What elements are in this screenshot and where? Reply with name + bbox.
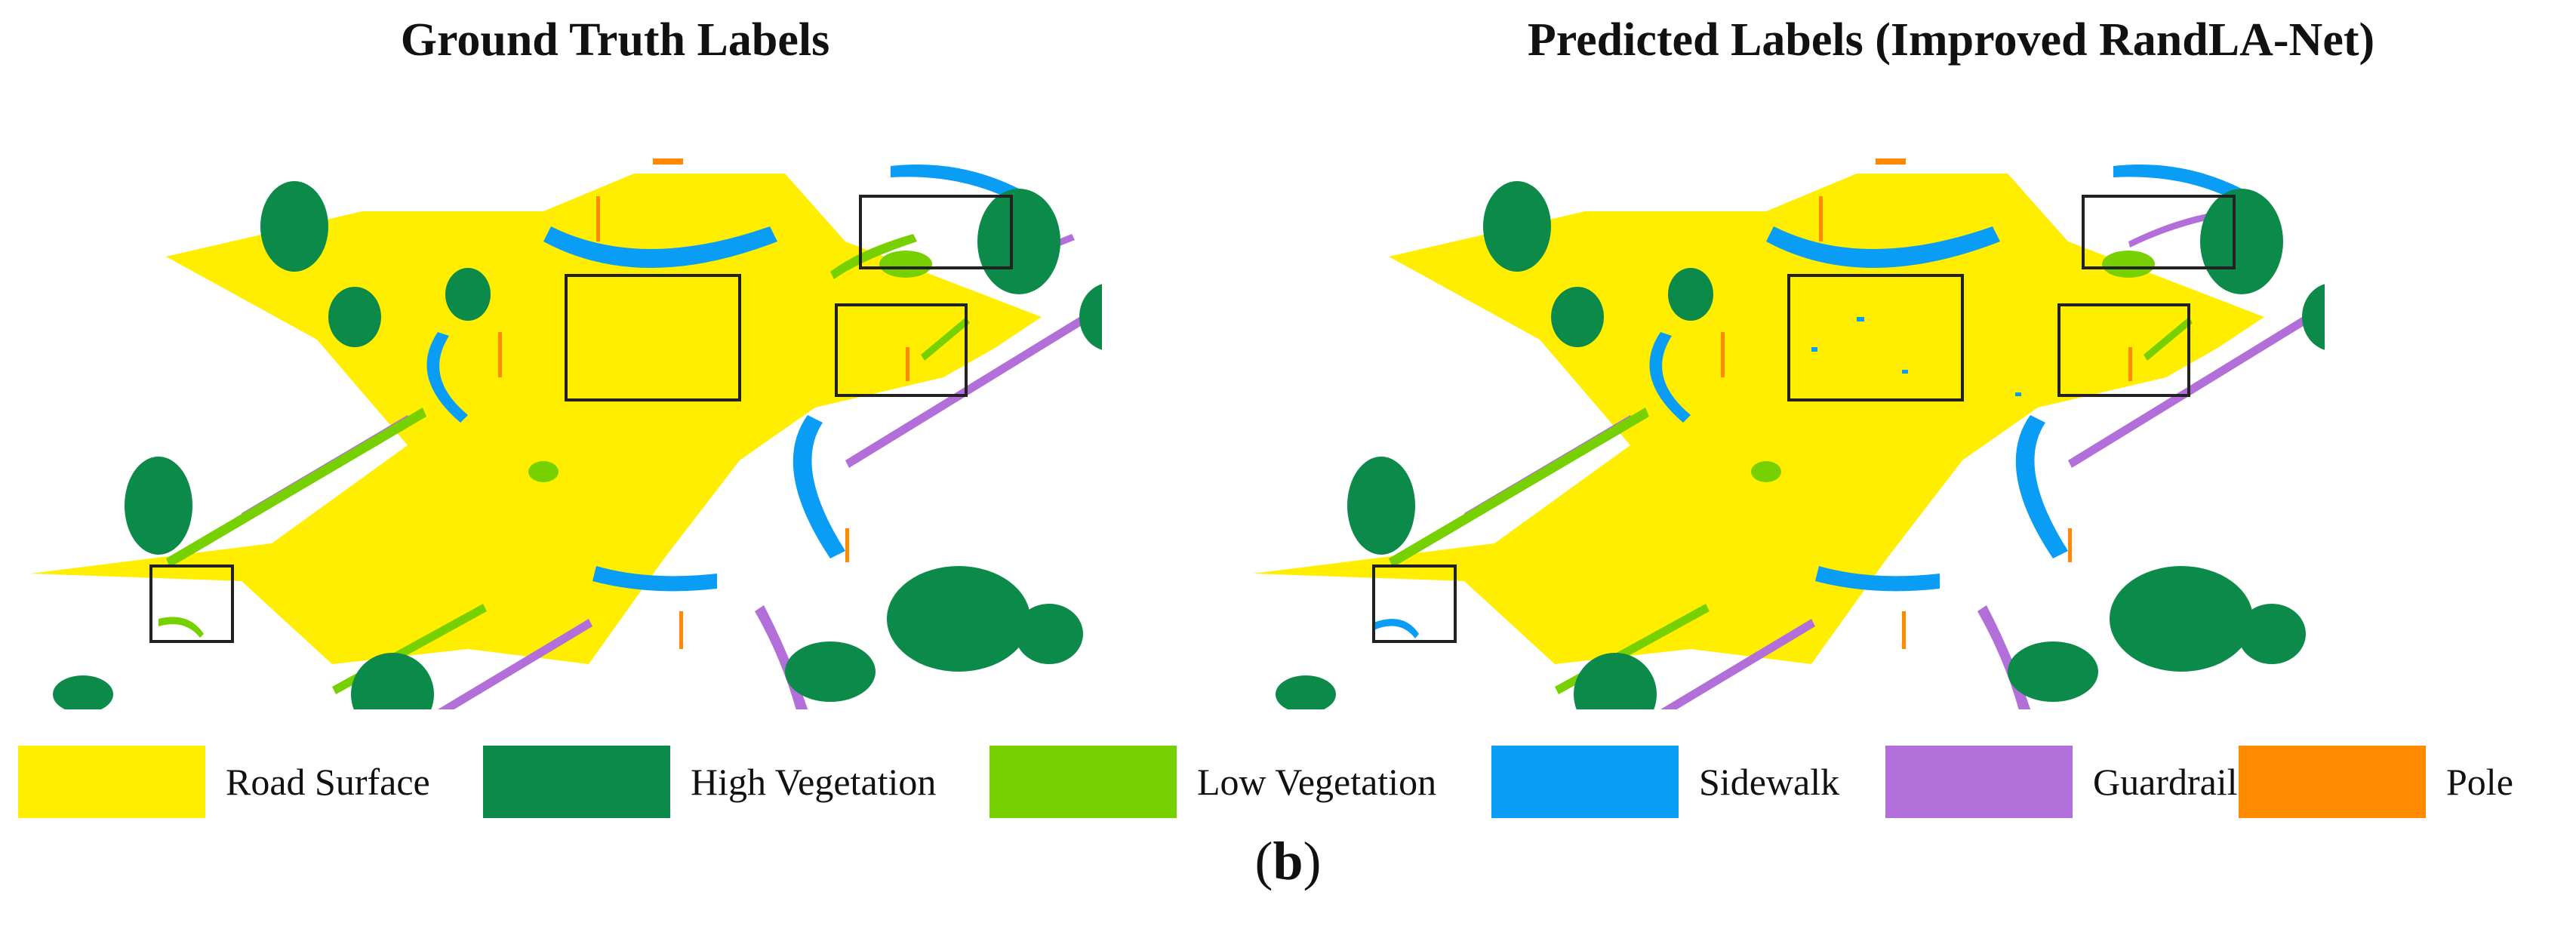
legend-swatch-pole (2239, 746, 2426, 818)
pole-region (1721, 158, 2132, 649)
legend: Road Surface High Vegetation Low Vegetat… (18, 746, 2562, 821)
pole-region (498, 158, 909, 649)
legend-swatch-low-vegetation (989, 746, 1177, 818)
figure-caption: (b) (0, 830, 2576, 893)
legend-swatch-sidewalk (1491, 746, 1679, 818)
caption-letter: b (1273, 831, 1303, 891)
sidewalk-region (426, 165, 1019, 592)
ground-truth-title: Ground Truth Labels (400, 14, 830, 66)
legend-label-low-vegetation: Low Vegetation (1197, 761, 1437, 803)
highlight-boxes (1372, 195, 2236, 643)
sidewalk-region (1374, 165, 2242, 638)
caption-close-paren: ) (1303, 831, 1322, 891)
legend-label-sidewalk: Sidewalk (1699, 761, 1840, 803)
highlight-boxes (149, 195, 1013, 643)
caption-open-paren: ( (1254, 831, 1273, 891)
predicted-scene (1253, 158, 2325, 709)
legend-swatch-high-vegetation (483, 746, 670, 818)
ground-truth-scene (30, 158, 1102, 709)
legend-label-high-vegetation: High Vegetation (691, 761, 937, 803)
road-surface-region (30, 174, 1042, 664)
predicted-title: Predicted Labels (Improved RandLA-Net) (1527, 14, 2375, 66)
legend-label-pole: Pole (2446, 761, 2513, 803)
legend-swatch-guardrail (1885, 746, 2073, 818)
legend-label-guardrail: Guardrail (2093, 761, 2238, 803)
legend-swatch-road-surface (18, 746, 205, 818)
legend-label-road-surface: Road Surface (226, 761, 430, 803)
road-surface-region (1253, 174, 2264, 664)
